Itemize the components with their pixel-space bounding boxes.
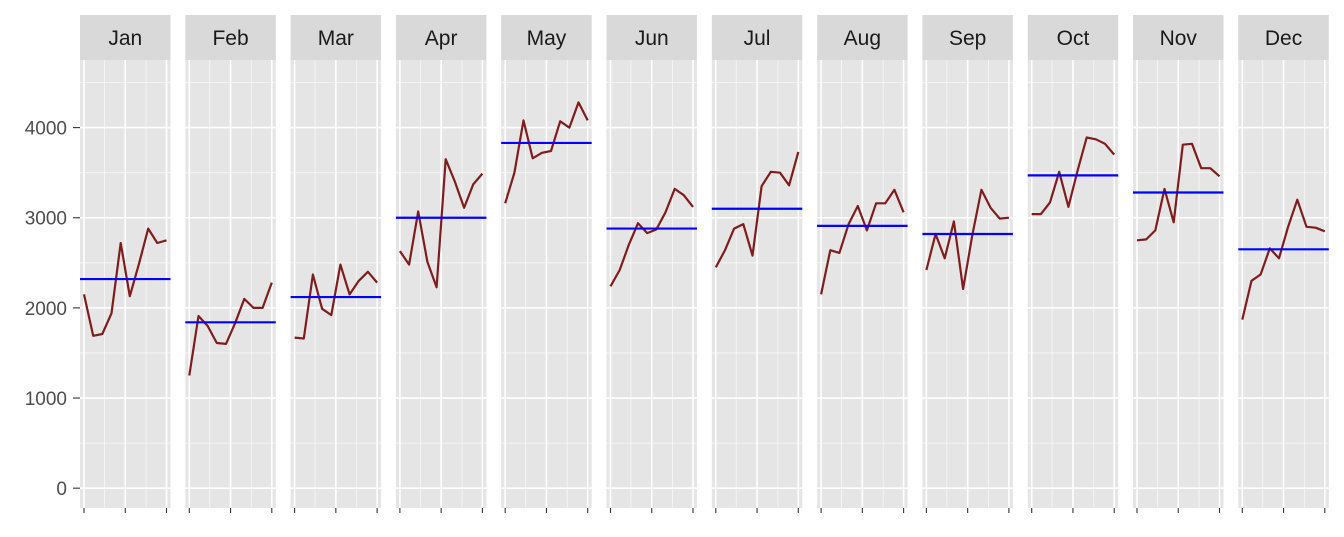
series-line — [609, 187, 694, 287]
facet-strip-label: Mar — [318, 27, 354, 50]
facet-strip-label: Aug — [844, 27, 881, 50]
series-line — [1241, 198, 1326, 320]
panel-oct: Oct — [1027, 15, 1119, 513]
facet-strip — [711, 15, 803, 60]
panel-apr: Apr — [395, 15, 487, 513]
series-line — [294, 263, 378, 340]
facet-strip-label: Jan — [108, 27, 142, 50]
facet-strip — [395, 15, 487, 60]
y-tick-label: 4000 — [25, 119, 67, 140]
y-tick-label: 2000 — [25, 299, 67, 320]
panel-sep: Sep — [922, 15, 1013, 513]
panel-dec: Dec — [1238, 15, 1329, 513]
facet-strip — [501, 15, 592, 60]
panel-feb: Feb — [185, 15, 276, 513]
series-line — [925, 188, 1010, 291]
facet-strip — [1133, 15, 1224, 60]
y-tick-label: 3000 — [25, 209, 67, 230]
series-line — [188, 282, 273, 376]
facet-strip — [922, 15, 1013, 60]
facet-strip-label: Nov — [1160, 27, 1198, 50]
series-line — [820, 188, 905, 295]
series-line — [1136, 142, 1221, 242]
facet-strip — [290, 15, 382, 60]
panel-jul: Jul — [711, 15, 803, 513]
series-line — [82, 227, 167, 337]
panel-jun: Jun — [606, 15, 697, 513]
y-axis: 0 1000 2000 3000 4000 — [25, 119, 80, 500]
facet-strip-label: Jul — [744, 27, 771, 50]
facet-strip-label: May — [527, 27, 567, 50]
facet-strip-label: Feb — [212, 27, 248, 50]
y-tick-label: 1000 — [25, 389, 67, 410]
facet-strip-label: Oct — [1057, 27, 1090, 50]
panel-may: May — [501, 15, 592, 513]
facet-strip — [1238, 15, 1329, 60]
facet-strip-label: Dec — [1265, 27, 1302, 50]
facet-strip-label: Apr — [425, 27, 458, 50]
series-line — [504, 101, 589, 204]
facet-strip — [185, 15, 276, 60]
month-panels: Jan Feb Mar Apr May Jun Jul Aug Sep Oct Nov Dec — [80, 15, 1329, 513]
panel-jan: Jan — [80, 15, 171, 513]
facet-strip-label: Sep — [949, 27, 986, 50]
facet-strip — [1027, 15, 1119, 60]
facet-strip — [80, 15, 171, 60]
panel-nov: Nov — [1133, 15, 1224, 513]
series-line — [398, 158, 484, 289]
facet-strip-label: Jun — [635, 27, 669, 50]
facet-strip — [606, 15, 697, 60]
facet-strip — [817, 15, 908, 60]
y-tick-label: 0 — [56, 479, 67, 500]
series-line — [1031, 136, 1116, 216]
panel-mar: Mar — [290, 15, 382, 513]
series-line — [714, 151, 800, 268]
panel-aug: Aug — [817, 15, 908, 513]
